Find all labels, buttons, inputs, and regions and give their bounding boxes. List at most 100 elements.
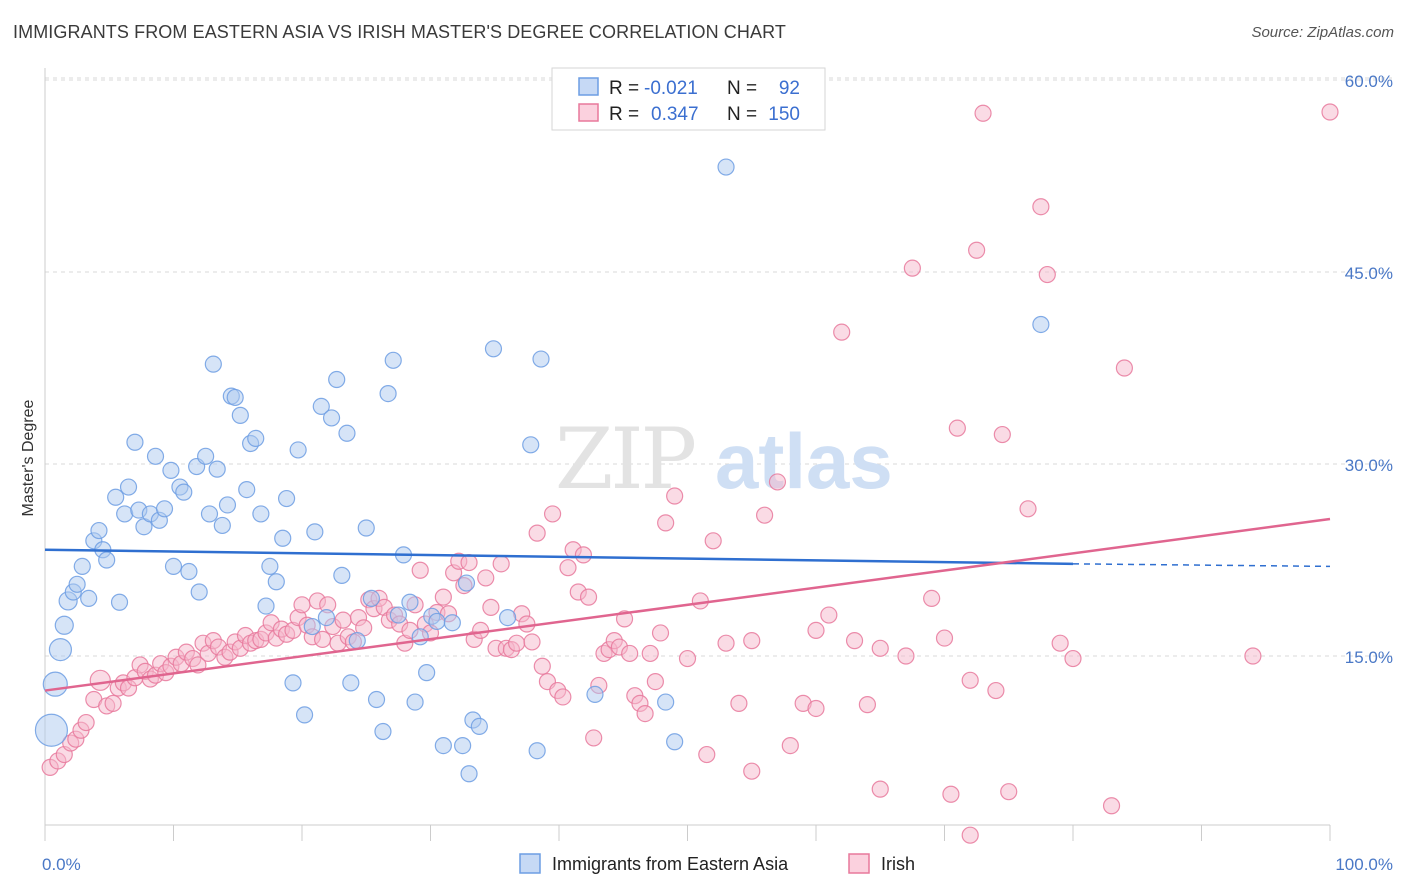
data-point — [116, 505, 134, 523]
data-point — [428, 612, 446, 631]
trend-lines — [44, 517, 1331, 692]
data-point — [155, 500, 174, 518]
data-point — [1064, 649, 1082, 668]
data-point — [523, 633, 541, 651]
watermark: ZIP atlas — [555, 410, 893, 508]
data-point — [277, 489, 296, 508]
data-point — [348, 632, 366, 650]
data-point — [657, 693, 675, 711]
data-point — [367, 690, 386, 709]
data-point — [284, 674, 302, 692]
data-point — [477, 569, 495, 587]
data-point — [968, 241, 986, 259]
data-point — [528, 742, 546, 760]
data-point — [717, 634, 735, 652]
legend-r-value: 0.347 — [651, 104, 699, 125]
data-point — [807, 699, 825, 718]
data-point — [333, 566, 351, 584]
data-point — [987, 681, 1005, 700]
data-point — [200, 505, 219, 523]
trend-line — [44, 548, 1074, 566]
data-point — [935, 629, 954, 647]
data-point — [543, 505, 562, 523]
data-point — [923, 589, 941, 608]
data-point — [384, 351, 402, 369]
data-point — [42, 671, 68, 697]
data-point — [180, 562, 198, 581]
trend-line-extension — [1072, 563, 1331, 568]
data-point — [961, 826, 979, 844]
data-point — [1051, 634, 1069, 652]
data-point — [238, 481, 256, 499]
data-point — [482, 598, 500, 616]
data-point — [942, 785, 960, 803]
chart-title: IMMIGRANTS FROM EASTERN ASIA VS IRISH MA… — [13, 22, 786, 42]
data-point — [460, 765, 478, 783]
data-point — [77, 713, 95, 732]
data-point — [585, 729, 603, 747]
y-axis-label: Master's Degree — [20, 399, 37, 516]
data-point — [80, 589, 98, 608]
data-point — [768, 473, 787, 491]
data-point — [213, 516, 231, 535]
legend-swatch-blue — [578, 77, 599, 96]
data-point — [1038, 265, 1056, 284]
series-immigrants-eastern-asia — [34, 158, 1050, 783]
bottom-legend-swatch-pink — [848, 853, 870, 874]
legend-r-value: -0.021 — [644, 78, 698, 99]
bottom-legend-label-pink: Irish — [881, 854, 915, 874]
data-point — [90, 521, 108, 540]
data-point — [698, 745, 716, 764]
data-point — [434, 736, 452, 755]
data-point — [845, 632, 864, 650]
data-point — [871, 780, 889, 798]
data-point — [559, 559, 577, 577]
data-point — [961, 671, 979, 689]
data-point — [107, 488, 125, 506]
data-point — [641, 644, 659, 663]
data-point — [418, 664, 436, 682]
data-point — [454, 736, 472, 755]
data-point — [303, 617, 321, 636]
data-point — [574, 546, 593, 564]
data-point — [252, 505, 270, 523]
data-point — [636, 704, 654, 723]
data-point — [522, 436, 540, 454]
data-point — [312, 397, 330, 415]
data-point — [472, 621, 490, 640]
data-point — [532, 350, 550, 368]
data-point — [1032, 315, 1050, 334]
data-point — [460, 553, 478, 572]
data-point — [289, 441, 307, 459]
data-point — [379, 385, 397, 403]
data-point — [948, 419, 966, 437]
legend-r-label: R = — [609, 104, 639, 125]
data-point — [993, 425, 1011, 444]
svg-text:atlas: atlas — [715, 417, 893, 505]
y-tick-label: 45.0% — [1345, 264, 1393, 283]
data-point — [293, 596, 311, 614]
data-point — [338, 424, 356, 442]
data-point — [518, 615, 536, 633]
data-point — [119, 478, 138, 496]
data-point — [162, 461, 180, 479]
chart-source: Source: ZipAtlas.com — [1251, 24, 1394, 41]
data-point — [621, 644, 639, 663]
data-point — [470, 717, 488, 736]
data-point — [190, 583, 208, 601]
data-point — [295, 706, 314, 724]
legend-n-label: N = — [727, 78, 757, 99]
data-point — [528, 524, 546, 542]
data-point — [98, 551, 116, 569]
y-tick-label: 60.0% — [1345, 72, 1393, 91]
data-point — [820, 606, 838, 624]
data-point — [666, 733, 684, 751]
data-point — [89, 669, 111, 691]
data-point — [1019, 500, 1037, 518]
data-point — [858, 696, 877, 714]
data-point — [743, 632, 761, 650]
data-point — [871, 639, 889, 657]
data-point — [903, 259, 921, 277]
data-point — [104, 694, 122, 712]
